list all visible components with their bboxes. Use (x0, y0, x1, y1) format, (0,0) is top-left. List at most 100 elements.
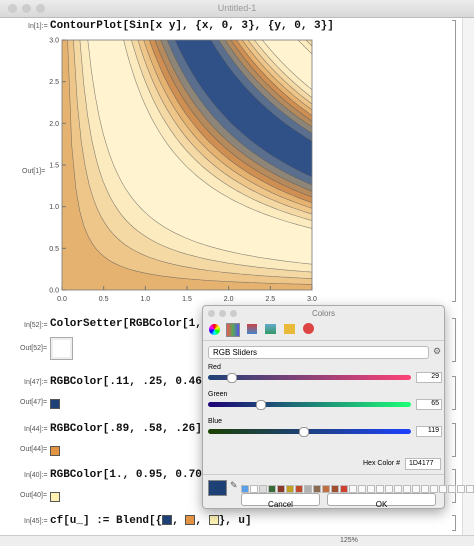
palette-swatch[interactable] (358, 485, 366, 493)
palette-swatch[interactable] (331, 485, 339, 493)
color-wheel-tab[interactable] (209, 324, 220, 335)
settings-gear[interactable]: ⚙ (433, 346, 442, 356)
cell-label: In[44]:= (24, 426, 48, 433)
palette-swatch[interactable] (448, 485, 456, 493)
zoom-button[interactable] (36, 4, 45, 13)
slider-knob[interactable] (255, 400, 266, 410)
contour-line (262, 39, 313, 90)
minimize-button[interactable] (22, 4, 31, 13)
cell-label: In[1]:= (28, 23, 48, 30)
zoom-level[interactable]: 125% (340, 537, 358, 544)
contour-line (210, 39, 313, 142)
zoom-button[interactable] (230, 310, 237, 317)
channel-name: Blue (208, 418, 223, 425)
palette-swatch[interactable] (295, 485, 303, 493)
palette-swatch[interactable] (430, 485, 438, 493)
x-tick-label: 1.5 (182, 296, 192, 303)
extra-tab[interactable] (303, 323, 314, 334)
channel-name: Red (208, 364, 221, 371)
hex-input[interactable]: 1D4177 (405, 458, 441, 470)
contour-line (79, 39, 313, 273)
palette-swatch[interactable] (277, 485, 285, 493)
cell-bracket[interactable] (452, 20, 456, 302)
close-button[interactable] (8, 4, 17, 13)
cell-label: In[52]:= (24, 322, 48, 329)
color-well[interactable] (208, 480, 227, 496)
contour-plot: 0.0 0.5 1.0 1.5 2.0 2.5 3.0 0.0 0.5 1.0 1.5 2.0 2.5 3… (49, 38, 317, 304)
contour-band (262, 40, 312, 90)
input-code[interactable]: cf[u_] := Blend[{, , }, u] (50, 515, 252, 527)
palettes-tab[interactable] (247, 324, 257, 334)
input-code[interactable]: RGBColor[.11, .25, 0.467] (50, 376, 216, 388)
title-bar: Untitled-1 (0, 0, 474, 18)
palette-swatch[interactable] (250, 485, 258, 493)
cell-bracket[interactable] (452, 423, 456, 457)
palette-swatch[interactable] (259, 485, 267, 493)
image-tab[interactable] (265, 324, 276, 334)
palette-swatch[interactable] (340, 485, 348, 493)
palette-swatch[interactable] (241, 485, 249, 493)
palette-swatch[interactable] (304, 485, 312, 493)
cell-bracket[interactable] (452, 318, 456, 362)
colors-dialog: Colors RGB Sliders ⚙ Red 29 Green 65 Blue 119… (202, 305, 474, 509)
palette-swatch[interactable] (412, 485, 420, 493)
slider-track[interactable] (208, 375, 411, 380)
sliders-tab[interactable] (226, 323, 240, 337)
y-tick-label: 0.5 (49, 246, 59, 253)
slider-knob[interactable] (227, 373, 238, 383)
palette-swatch[interactable] (439, 485, 447, 493)
palette-swatch[interactable] (367, 485, 375, 493)
contour-line (123, 39, 313, 229)
code-part: , (172, 515, 186, 527)
palette-swatch[interactable] (385, 485, 393, 493)
contour-line (154, 39, 313, 198)
scrollbar[interactable] (462, 18, 474, 535)
color-setter[interactable] (50, 337, 73, 360)
channel-value[interactable]: 29 (416, 372, 442, 383)
palette-swatch[interactable] (349, 485, 357, 493)
code-part: cf[u_] := Blend[{ (50, 515, 163, 527)
contour-line (218, 39, 313, 134)
channel-value[interactable]: 65 (416, 399, 442, 410)
palette-swatch[interactable] (313, 485, 321, 493)
cell-label: Out[47]= (20, 399, 48, 406)
palette-swatch[interactable] (403, 485, 411, 493)
x-tick-label: 0.0 (57, 296, 67, 303)
cell-bracket[interactable] (452, 515, 456, 531)
input-code[interactable]: ContourPlot[Sin[x y], {x, 0, 3}, {y, 0, … (50, 20, 334, 32)
palette-swatch[interactable] (268, 485, 276, 493)
palette-swatch[interactable] (376, 485, 384, 493)
cell-label: Out[1]= (22, 168, 46, 175)
palette-swatch[interactable] (286, 485, 294, 493)
minimize-button[interactable] (219, 310, 226, 317)
close-button[interactable] (208, 310, 215, 317)
contour-line (131, 39, 313, 221)
x-tick-label: 2.5 (265, 296, 275, 303)
slider-track[interactable] (208, 429, 411, 434)
toolbar (203, 320, 444, 341)
channel-value[interactable]: 119 (416, 426, 442, 437)
contour-line (236, 39, 313, 116)
cancel-button[interactable]: Cancel (241, 493, 320, 509)
color-swatch (50, 492, 60, 502)
pencils-tab[interactable] (284, 324, 295, 334)
palette-swatch[interactable] (394, 485, 402, 493)
input-code[interactable]: RGBColor[.89, .58, .26] (50, 423, 202, 435)
y-tick-label: 2.5 (49, 79, 59, 86)
palette-swatch[interactable] (466, 485, 474, 493)
contour-line (174, 39, 313, 178)
y-tick-label: 0.0 (49, 288, 59, 295)
ok-button[interactable]: OK (327, 493, 436, 509)
input-code[interactable]: ColorSetter[RGBColor[1, 1, 1]] (50, 318, 249, 330)
eyedropper[interactable]: ✎ (230, 480, 238, 490)
slider-knob[interactable] (298, 427, 309, 437)
palette-swatch[interactable] (322, 485, 330, 493)
slider-track[interactable] (208, 402, 411, 407)
palette-swatch[interactable] (421, 485, 429, 493)
cell-bracket[interactable] (452, 376, 456, 410)
input-code[interactable]: RGBColor[1., 0.95, 0.70] (50, 469, 209, 481)
y-tick-label: 2.0 (49, 121, 59, 128)
mode-dropdown[interactable]: RGB Sliders (208, 346, 429, 359)
color-swatch (162, 515, 173, 526)
palette-swatch[interactable] (457, 485, 465, 493)
